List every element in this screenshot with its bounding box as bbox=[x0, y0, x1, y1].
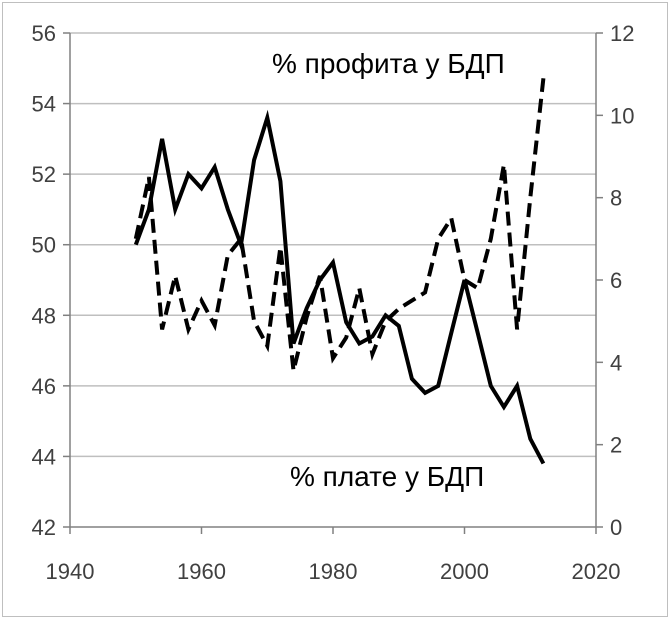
x-tick-label: 2020 bbox=[572, 559, 621, 584]
profit-series-line bbox=[133, 78, 546, 372]
profit-series-label: % профита у БДП bbox=[272, 48, 505, 79]
y-left-tick-label: 52 bbox=[32, 162, 56, 187]
y-right-tick-label: 8 bbox=[610, 186, 622, 211]
y-right-tick-label: 12 bbox=[610, 21, 634, 46]
y-right-tick-label: 6 bbox=[610, 268, 622, 293]
x-tick-label: 1960 bbox=[177, 559, 226, 584]
gridlines bbox=[70, 32, 596, 458]
y-left-tick-label: 42 bbox=[32, 515, 56, 540]
y-left-tick-label: 46 bbox=[32, 374, 56, 399]
y-left-tick-label: 54 bbox=[32, 92, 56, 117]
axes bbox=[63, 32, 603, 534]
wages-series-line bbox=[133, 109, 546, 465]
y-left-tick-label: 48 bbox=[32, 303, 56, 328]
x-tick-label: 1940 bbox=[46, 559, 95, 584]
series-layer bbox=[133, 78, 546, 465]
chart-frame bbox=[2, 2, 668, 617]
y-right-tick-label: 2 bbox=[610, 433, 622, 458]
y-left-tick-label: 50 bbox=[32, 233, 56, 258]
y-left-tick-label: 56 bbox=[32, 21, 56, 46]
y-left-tick-label: 44 bbox=[32, 444, 56, 469]
y-right-tick-label: 10 bbox=[610, 103, 634, 128]
y-right-tick-label: 0 bbox=[610, 515, 622, 540]
y-right-tick-label: 4 bbox=[610, 350, 622, 375]
wages-series-label: % плате у БДП bbox=[290, 461, 484, 492]
x-tick-label: 1980 bbox=[309, 559, 358, 584]
x-tick-label: 2000 bbox=[440, 559, 489, 584]
